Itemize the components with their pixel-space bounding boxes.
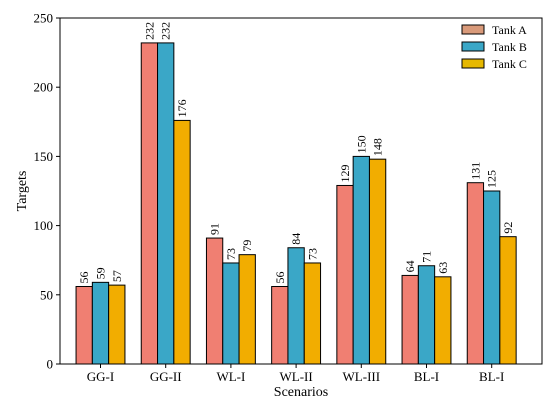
data-label: 131	[468, 162, 482, 180]
data-label: 84	[289, 233, 303, 245]
data-label: 79	[240, 240, 254, 252]
y-tick-label: 100	[34, 218, 54, 233]
data-label: 125	[485, 170, 499, 188]
bar	[352, 155, 370, 365]
x-tick-label: WL-III	[343, 369, 381, 384]
data-label: 148	[371, 138, 385, 156]
data-label: 92	[501, 222, 515, 234]
x-axis-label: Scenarios	[274, 385, 328, 400]
y-tick-label: 50	[40, 287, 53, 302]
legend-label: Tank A	[492, 23, 527, 37]
bar	[157, 42, 175, 365]
data-label: 91	[208, 223, 222, 235]
bar	[91, 281, 110, 365]
legend-label: Tank C	[492, 57, 527, 71]
y-tick-label: 200	[34, 80, 54, 95]
x-tick-label: BL-I	[479, 369, 504, 384]
x-tick-label: WL-II	[279, 369, 312, 384]
legend-label: Tank B	[492, 40, 527, 54]
x-axis: GG-I GG-II WL-I WL-II WL-III BL-I BL-I	[87, 364, 504, 384]
bar	[287, 247, 305, 365]
bar	[417, 265, 436, 365]
data-label: 64	[403, 260, 417, 272]
bar	[499, 236, 517, 365]
x-tick-label: WL-I	[216, 369, 245, 384]
bar	[303, 262, 322, 365]
bars-layer	[75, 42, 517, 365]
data-label: 59	[94, 267, 108, 279]
y-tick-label: 250	[34, 11, 54, 26]
bar	[336, 184, 354, 365]
data-label: 232	[142, 22, 156, 40]
legend-swatch	[461, 58, 485, 69]
data-label: 176	[175, 99, 189, 117]
data-label: 232	[159, 22, 173, 40]
y-axis-label: Targets	[15, 171, 30, 212]
data-label: 150	[354, 135, 368, 153]
x-tick-label: GG-I	[87, 369, 114, 384]
bar	[271, 285, 289, 365]
data-label: 57	[110, 270, 124, 282]
bar	[108, 284, 126, 365]
legend-swatch	[461, 41, 485, 52]
bar	[173, 119, 191, 365]
legend-swatch	[461, 24, 485, 35]
data-label: 56	[77, 271, 91, 283]
data-label: 73	[224, 248, 238, 260]
y-tick-label: 150	[34, 149, 54, 164]
x-tick-label: GG-II	[150, 369, 182, 384]
data-label: 71	[420, 251, 434, 263]
bar	[238, 254, 256, 365]
bar	[483, 190, 501, 365]
bar	[140, 42, 159, 365]
y-tick-label: 0	[47, 357, 54, 372]
bar	[401, 274, 419, 365]
legend: Tank A Tank B Tank C	[461, 23, 527, 71]
data-label: 56	[273, 271, 287, 283]
data-label: 63	[436, 262, 450, 274]
bar	[434, 276, 452, 365]
bar	[205, 237, 224, 365]
bar	[466, 182, 485, 365]
data-label: 129	[338, 164, 352, 182]
bar	[222, 262, 240, 365]
x-tick-label: BL-I	[414, 369, 439, 384]
y-axis: 0 50 100 150 200 250	[34, 11, 60, 372]
bar	[368, 158, 387, 365]
plot-frame	[59, 17, 543, 365]
bar	[75, 285, 93, 365]
data-label: 73	[305, 248, 319, 260]
